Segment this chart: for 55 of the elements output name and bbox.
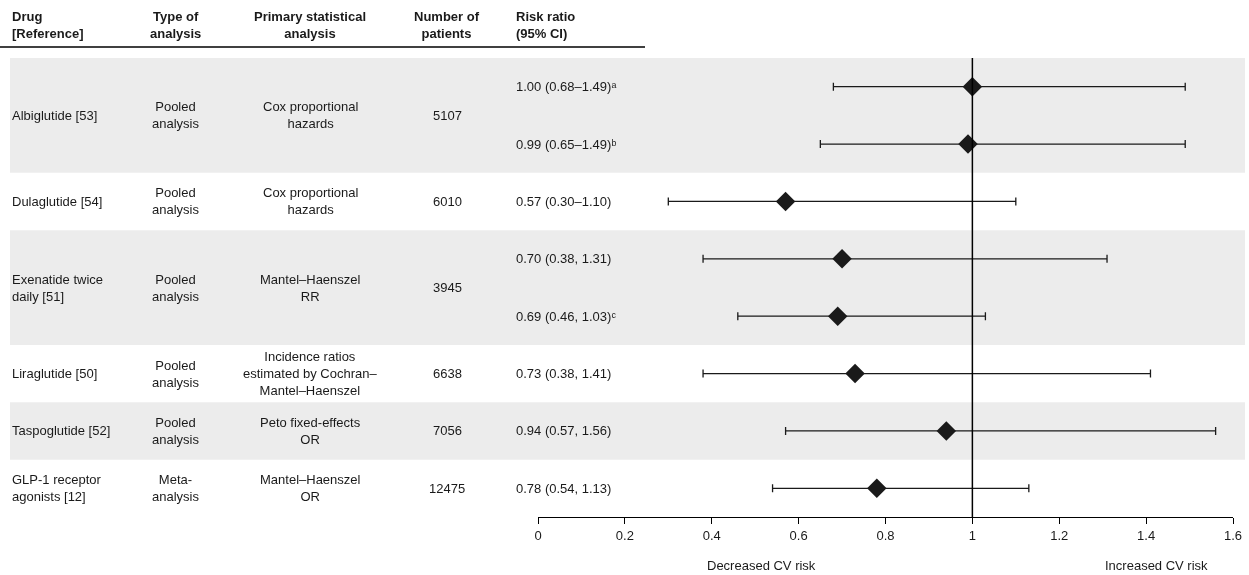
x-tick-label: 0.8 bbox=[876, 527, 895, 543]
text: Peto fixed-effects OR bbox=[260, 415, 361, 447]
text: 5107 bbox=[433, 108, 462, 123]
text: Incidence ratios estimated by Cochran– Mantel–Haenszel bbox=[243, 349, 378, 398]
text: Cox proportional hazards bbox=[263, 185, 359, 217]
x-tick-label: 1.4 bbox=[1137, 527, 1156, 543]
text: 12475 bbox=[429, 481, 466, 496]
text: 7056 bbox=[433, 423, 462, 438]
annotation: 0.99 (0.65–1.49)ᵇ bbox=[516, 137, 617, 152]
text: 3945 bbox=[433, 280, 462, 295]
x-tick-label: 1 bbox=[968, 527, 976, 543]
text: Pooled analysis bbox=[152, 272, 200, 304]
text: Pooled analysis bbox=[152, 185, 200, 217]
x-tick-label: 0.4 bbox=[702, 527, 721, 543]
x-tick-label: 0.6 bbox=[789, 527, 808, 543]
text: 6638 bbox=[433, 366, 462, 381]
x-tick-label: 1.2 bbox=[1050, 527, 1069, 543]
text: Mantel–Haenszel RR bbox=[260, 272, 361, 304]
text: Decreased CV risk bbox=[707, 558, 816, 573]
text: Pooled analysis bbox=[152, 415, 200, 447]
text: Number of patients bbox=[414, 9, 480, 41]
annotation: 0.78 (0.54, 1.13) bbox=[516, 481, 612, 496]
text: GLP-1 receptor agonists [12] bbox=[12, 472, 102, 504]
point bbox=[775, 191, 796, 212]
text: Taspoglutide [52] bbox=[12, 423, 111, 438]
text: Dulaglutide [54] bbox=[12, 194, 103, 209]
annotation: 1.00 (0.68–1.49)ᵃ bbox=[516, 79, 617, 94]
text: Risk ratio (95% CI) bbox=[516, 9, 576, 41]
text: Meta- analysis bbox=[152, 472, 200, 504]
text: Pooled analysis bbox=[152, 358, 200, 390]
point bbox=[936, 421, 957, 441]
text: Albiglutide [53] bbox=[12, 108, 98, 123]
annotation: 0.70 (0.38, 1.31) bbox=[516, 251, 612, 266]
text: Mantel–Haenszel OR bbox=[260, 472, 361, 504]
point bbox=[832, 249, 852, 269]
text: Primary statistical analysis bbox=[254, 9, 367, 41]
text: Type of analysis bbox=[150, 9, 202, 41]
text: 6010 bbox=[433, 194, 462, 209]
text: Exenatide twice daily [51] bbox=[12, 272, 104, 304]
point bbox=[827, 306, 848, 326]
point bbox=[962, 76, 983, 97]
point bbox=[845, 363, 865, 384]
annotation: 0.94 (0.57, 1.56) bbox=[516, 423, 612, 438]
x-tick-label: 0 bbox=[534, 527, 542, 543]
text: Pooled analysis bbox=[152, 99, 200, 131]
annotation: 0.57 (0.30–1.10) bbox=[516, 194, 612, 209]
annotation: 0.73 (0.38, 1.41) bbox=[516, 366, 612, 381]
text: Increased CV risk bbox=[1105, 558, 1209, 573]
x-tick-label: 1.6 bbox=[1223, 527, 1243, 543]
text: Liraglutide [50] bbox=[12, 366, 98, 381]
x-tick-label: 0.2 bbox=[615, 527, 634, 543]
text: Drug [Reference] bbox=[12, 9, 84, 41]
annotation: 0.69 (0.46, 1.03)ᶜ bbox=[516, 309, 617, 324]
text: Cox proportional hazards bbox=[263, 99, 359, 131]
point bbox=[867, 478, 887, 499]
